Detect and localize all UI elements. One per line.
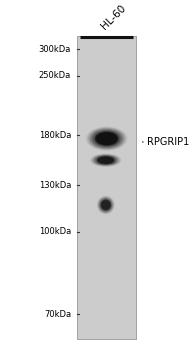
Ellipse shape <box>90 129 123 148</box>
Ellipse shape <box>100 135 113 142</box>
Ellipse shape <box>92 155 120 166</box>
Ellipse shape <box>100 158 112 163</box>
Ellipse shape <box>97 157 115 164</box>
Text: 70kDa: 70kDa <box>44 310 71 319</box>
Text: 180kDa: 180kDa <box>39 131 71 140</box>
Ellipse shape <box>92 130 122 147</box>
Ellipse shape <box>96 132 118 145</box>
Ellipse shape <box>103 159 109 161</box>
Ellipse shape <box>101 136 112 142</box>
Ellipse shape <box>102 136 112 141</box>
Text: 100kDa: 100kDa <box>39 227 71 236</box>
Ellipse shape <box>98 197 113 213</box>
Ellipse shape <box>102 202 109 209</box>
Ellipse shape <box>99 198 113 212</box>
Ellipse shape <box>102 159 110 162</box>
Ellipse shape <box>104 203 107 207</box>
Ellipse shape <box>94 156 117 165</box>
Ellipse shape <box>101 158 111 162</box>
Ellipse shape <box>105 204 106 205</box>
Ellipse shape <box>97 133 117 144</box>
Text: RPGRIP1: RPGRIP1 <box>147 137 189 147</box>
Ellipse shape <box>99 198 112 212</box>
Ellipse shape <box>97 133 116 144</box>
Ellipse shape <box>103 159 108 161</box>
Ellipse shape <box>100 158 112 163</box>
Ellipse shape <box>86 127 127 150</box>
Ellipse shape <box>103 136 111 141</box>
Ellipse shape <box>103 137 110 140</box>
Ellipse shape <box>106 138 108 139</box>
Ellipse shape <box>101 158 111 162</box>
Text: 130kDa: 130kDa <box>39 181 71 190</box>
Bar <box>77 36 136 340</box>
Ellipse shape <box>105 204 107 206</box>
Ellipse shape <box>100 199 111 211</box>
Ellipse shape <box>95 132 118 145</box>
Ellipse shape <box>105 160 107 161</box>
Ellipse shape <box>102 201 110 209</box>
Ellipse shape <box>93 131 120 146</box>
Ellipse shape <box>102 201 110 209</box>
Ellipse shape <box>98 157 114 163</box>
Ellipse shape <box>100 135 113 142</box>
Ellipse shape <box>102 201 109 209</box>
Ellipse shape <box>102 159 110 162</box>
Ellipse shape <box>104 204 107 206</box>
Ellipse shape <box>88 128 125 149</box>
Text: 300kDa: 300kDa <box>39 44 71 54</box>
Ellipse shape <box>98 134 115 144</box>
Ellipse shape <box>104 160 108 161</box>
Ellipse shape <box>101 200 111 210</box>
Ellipse shape <box>104 137 109 140</box>
Ellipse shape <box>103 202 109 208</box>
Ellipse shape <box>101 200 110 210</box>
Text: 250kDa: 250kDa <box>39 71 71 80</box>
Ellipse shape <box>99 157 113 163</box>
Ellipse shape <box>99 134 115 143</box>
Ellipse shape <box>104 203 108 207</box>
Ellipse shape <box>103 203 108 207</box>
Ellipse shape <box>93 155 118 165</box>
Ellipse shape <box>98 157 113 163</box>
Ellipse shape <box>103 202 109 208</box>
Ellipse shape <box>96 156 116 164</box>
Text: HL-60: HL-60 <box>100 4 128 32</box>
